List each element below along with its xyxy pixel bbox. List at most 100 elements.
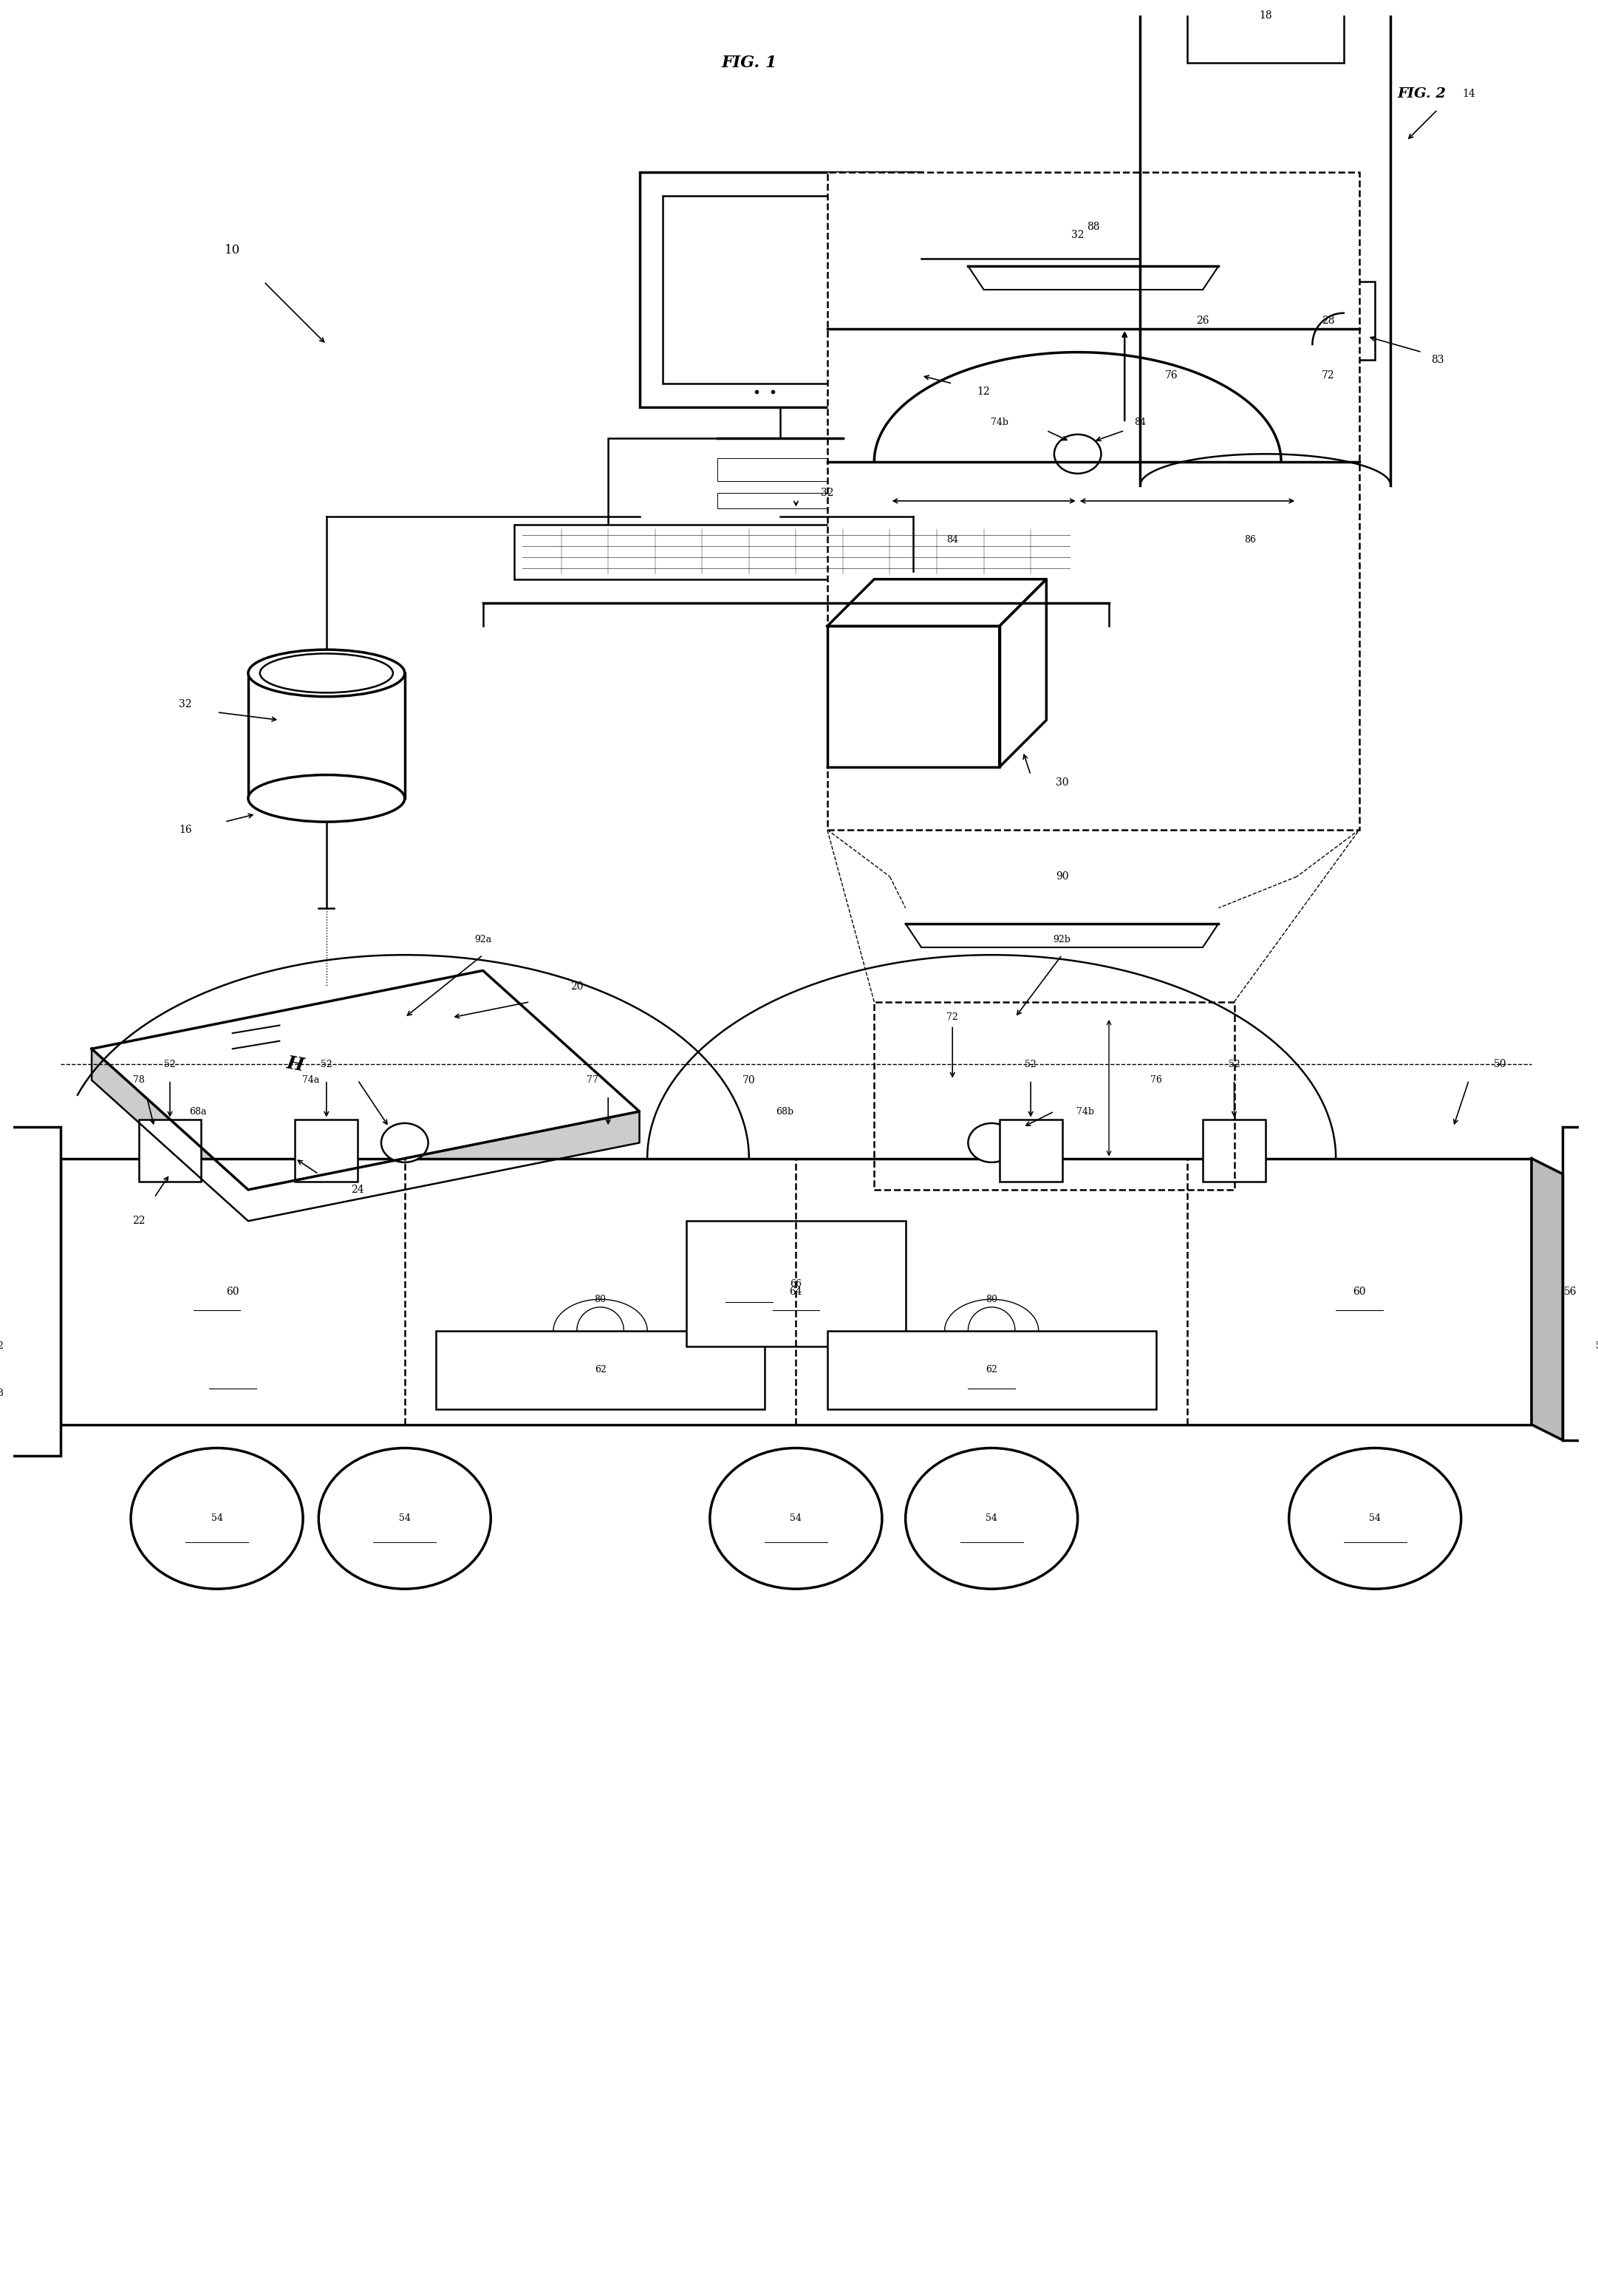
FancyBboxPatch shape (1203, 1118, 1266, 1182)
FancyBboxPatch shape (609, 439, 952, 549)
Ellipse shape (248, 650, 404, 696)
FancyBboxPatch shape (718, 494, 842, 510)
Text: 80: 80 (986, 1295, 997, 1304)
Text: 83: 83 (1432, 356, 1445, 365)
Text: 54: 54 (1369, 1513, 1381, 1522)
FancyBboxPatch shape (828, 1332, 1155, 1410)
Text: 54: 54 (400, 1513, 411, 1522)
Text: 28: 28 (1322, 317, 1334, 326)
Text: 20: 20 (570, 980, 583, 992)
Text: 58: 58 (1596, 1341, 1598, 1350)
Ellipse shape (1290, 1449, 1461, 1589)
Text: 26: 26 (1197, 317, 1210, 326)
Text: H: H (284, 1054, 305, 1075)
Ellipse shape (890, 673, 936, 721)
Text: 92b: 92b (1053, 934, 1071, 944)
Ellipse shape (906, 1449, 1077, 1589)
FancyBboxPatch shape (639, 172, 920, 406)
Ellipse shape (901, 684, 925, 709)
Text: 54: 54 (789, 1513, 802, 1522)
Text: 74b: 74b (1077, 1107, 1095, 1116)
Ellipse shape (382, 1123, 428, 1162)
Polygon shape (1531, 1159, 1563, 1440)
FancyBboxPatch shape (296, 1118, 358, 1182)
Text: 10: 10 (225, 243, 240, 257)
Ellipse shape (260, 654, 393, 693)
Text: 14: 14 (1462, 90, 1475, 99)
FancyBboxPatch shape (718, 457, 842, 482)
Text: 56: 56 (1564, 1286, 1577, 1297)
FancyBboxPatch shape (687, 1221, 906, 1345)
Text: 62: 62 (986, 1364, 997, 1375)
FancyBboxPatch shape (61, 1159, 1531, 1424)
Ellipse shape (248, 774, 404, 822)
Text: 70: 70 (743, 1075, 756, 1086)
Text: 52: 52 (165, 1061, 176, 1070)
Text: 72: 72 (946, 1013, 959, 1022)
Ellipse shape (710, 1449, 882, 1589)
FancyBboxPatch shape (1187, 0, 1344, 62)
Text: 30: 30 (1056, 778, 1069, 788)
Text: 32: 32 (821, 489, 834, 498)
Text: 76: 76 (1151, 1075, 1162, 1086)
Text: 32: 32 (1071, 230, 1083, 241)
Text: 84: 84 (946, 535, 959, 544)
Text: 22: 22 (133, 1217, 145, 1226)
FancyBboxPatch shape (436, 1332, 765, 1410)
Text: 52: 52 (1229, 1061, 1240, 1070)
Polygon shape (999, 579, 1047, 767)
Text: 74a: 74a (302, 1075, 320, 1086)
FancyBboxPatch shape (0, 1127, 61, 1456)
Text: 68b: 68b (777, 1107, 794, 1116)
Polygon shape (828, 579, 1047, 627)
Text: 54: 54 (986, 1513, 997, 1522)
Ellipse shape (882, 666, 944, 728)
FancyBboxPatch shape (828, 172, 1360, 829)
FancyBboxPatch shape (139, 1118, 201, 1182)
FancyBboxPatch shape (515, 523, 1077, 579)
Ellipse shape (318, 1449, 491, 1589)
Text: 18: 18 (1259, 11, 1272, 21)
Text: 88: 88 (1087, 223, 1099, 232)
Text: 92a: 92a (475, 934, 492, 944)
Text: 16: 16 (179, 824, 192, 836)
Text: 90: 90 (1056, 872, 1069, 882)
Text: 52: 52 (321, 1061, 332, 1070)
Text: 24: 24 (352, 1185, 364, 1194)
Ellipse shape (1055, 434, 1101, 473)
Text: 60: 60 (1354, 1286, 1366, 1297)
Text: 76: 76 (1165, 370, 1178, 381)
Text: 82: 82 (0, 1341, 3, 1350)
Text: 60: 60 (225, 1286, 240, 1297)
Ellipse shape (968, 1123, 1015, 1162)
Text: 84: 84 (1135, 418, 1146, 427)
FancyBboxPatch shape (718, 523, 842, 540)
Text: 80: 80 (594, 1295, 606, 1304)
Text: 78: 78 (133, 1075, 144, 1086)
FancyBboxPatch shape (663, 195, 898, 383)
Text: 52: 52 (1024, 1061, 1037, 1070)
Text: 68a: 68a (190, 1107, 206, 1116)
Text: 64: 64 (789, 1286, 802, 1297)
Text: 12: 12 (978, 386, 991, 397)
FancyBboxPatch shape (1155, 282, 1250, 360)
Ellipse shape (131, 1449, 304, 1589)
Text: 86: 86 (1243, 535, 1256, 544)
FancyBboxPatch shape (1563, 1127, 1598, 1440)
Text: 58: 58 (0, 1389, 3, 1398)
Text: 50: 50 (1494, 1058, 1507, 1070)
Text: 74b: 74b (991, 418, 1008, 427)
Text: 72: 72 (1322, 370, 1334, 381)
Polygon shape (91, 1049, 639, 1221)
Polygon shape (828, 627, 999, 767)
Text: 62: 62 (594, 1364, 606, 1375)
Text: FIG. 1: FIG. 1 (721, 55, 777, 71)
Text: FIG. 2: FIG. 2 (1398, 87, 1446, 101)
FancyBboxPatch shape (1282, 282, 1374, 360)
Polygon shape (91, 971, 639, 1189)
Text: 77: 77 (586, 1075, 598, 1086)
Text: 32: 32 (179, 700, 192, 709)
Text: 54: 54 (211, 1513, 222, 1522)
FancyBboxPatch shape (999, 1118, 1063, 1182)
Text: 66: 66 (789, 1279, 802, 1288)
